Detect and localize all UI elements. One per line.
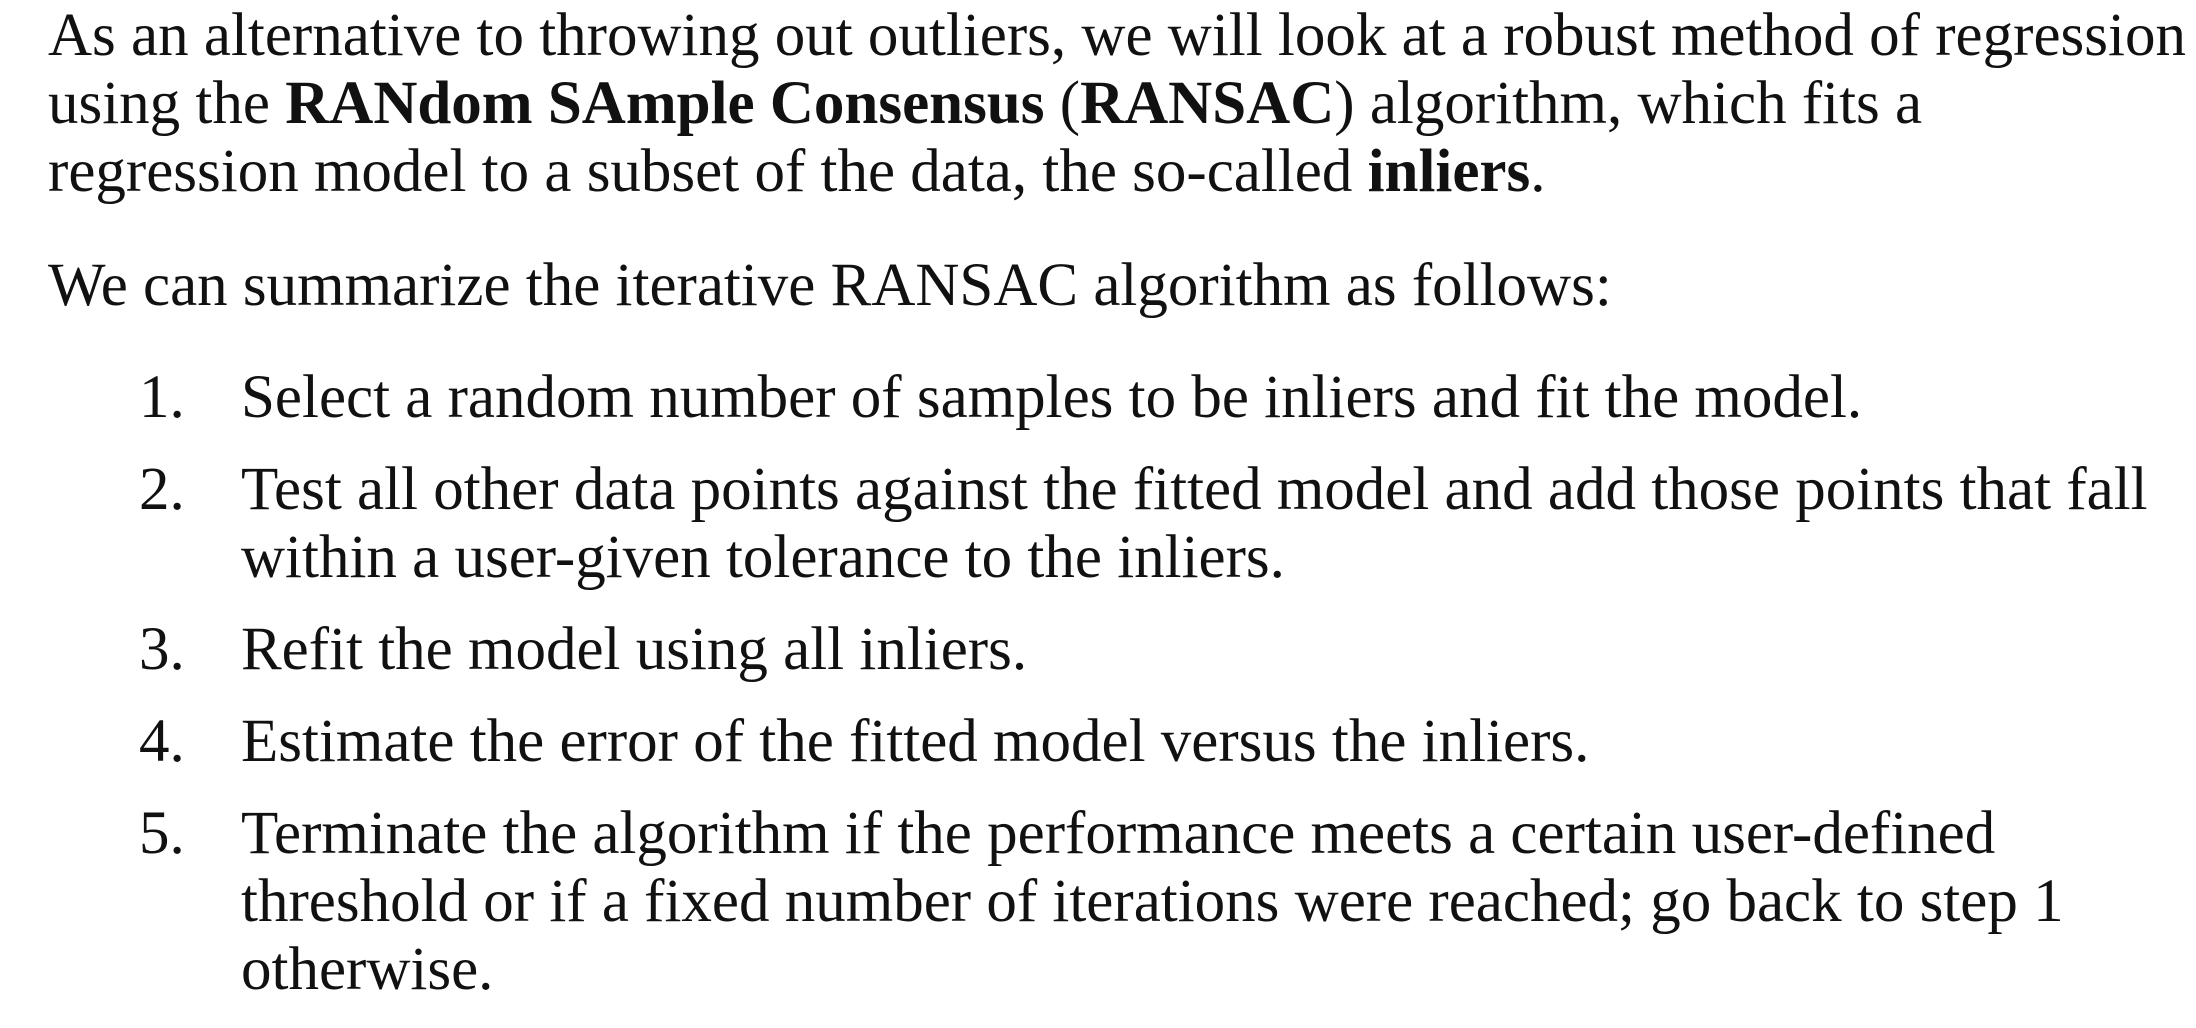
intro-paragraph: As an alternative to throwing out outlie… — [48, 2, 2188, 206]
step-number: 1. — [139, 364, 185, 431]
step-text: Estimate the error of the fitted model v… — [241, 708, 1590, 775]
step-item-2: 2. Test all other data points against the… — [48, 456, 2188, 592]
intro-text-3: ) algorithm, which fits a regression mod… — [48, 70, 1923, 205]
inliers-term: inliers — [1367, 138, 1531, 205]
ransac-steps-list: 1. Select a random number of samples to b… — [48, 364, 2188, 1028]
step-text: Test all other data points against the f… — [241, 456, 2148, 591]
intro-text-1: As an alternative to throwing out outlie… — [48, 2, 2186, 137]
step-item-5: 5. Terminate the algorithm if the perform… — [48, 800, 2188, 1004]
step-text: Terminate the algorithm if the performan… — [241, 800, 2064, 1003]
step-item-3: 3. Refit the model using all inliers. — [48, 616, 2188, 684]
intro-text-2: ( — [1044, 70, 1081, 137]
step-text: Refit the model using all inliers. — [241, 616, 1028, 683]
summary-paragraph: We can summarize the iterative RANSAC al… — [48, 252, 1612, 319]
step-number: 3. — [139, 616, 185, 683]
step-number: 2. — [139, 456, 185, 523]
ransac-full-name: RANdom SAmple Consensus — [285, 70, 1045, 137]
step-number: 4. — [139, 708, 185, 775]
intro-text-4: . — [1530, 138, 1546, 205]
step-item-1: 1. Select a random number of samples to b… — [48, 364, 2188, 432]
step-item-4: 4. Estimate the error of the fitted model… — [48, 708, 2188, 776]
step-text: Select a random number of samples to be … — [241, 364, 1863, 431]
ransac-acronym: RANSAC — [1080, 70, 1335, 137]
step-number: 5. — [139, 800, 185, 867]
